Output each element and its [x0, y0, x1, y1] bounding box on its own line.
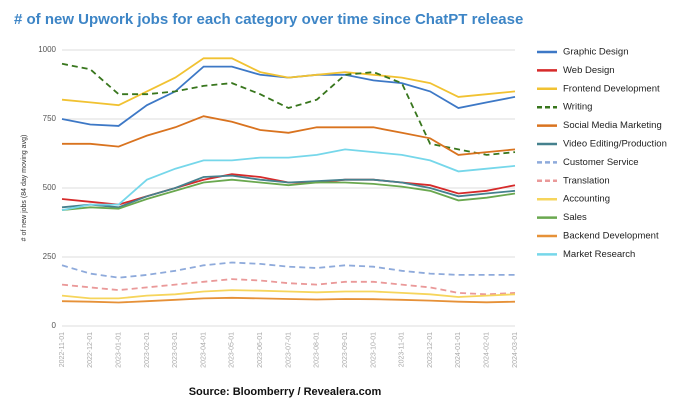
- x-tick-label: 2023-03-01: [172, 332, 179, 368]
- legend-label: Backend Development: [563, 231, 659, 242]
- x-tick-label: 2023-08-01: [314, 332, 321, 368]
- x-tick-label: 2024-03-01: [512, 332, 519, 368]
- legend-label: Accounting: [563, 194, 610, 205]
- x-tick-label: 2023-09-01: [342, 332, 349, 368]
- series-line: [61, 296, 516, 304]
- series-line: [61, 65, 516, 127]
- series-line: [62, 115, 516, 156]
- x-tick-label: 2022-12-01: [87, 332, 94, 368]
- legend-label: Social Media Marketing: [563, 120, 662, 131]
- legend-label: Writing: [563, 102, 592, 113]
- legend-label: Customer Service: [563, 157, 639, 168]
- series-line: [61, 278, 516, 296]
- x-tick-label: 2023-06-01: [257, 332, 264, 368]
- legend-label: Market Research: [563, 249, 635, 260]
- series-line: [61, 173, 516, 206]
- y-axis-label: # of new jobs (84 day moving avg): [21, 135, 28, 242]
- legend-label: Sales: [563, 212, 587, 223]
- series-line: [61, 174, 516, 209]
- legend-label: Graphic Design: [563, 47, 628, 58]
- x-tick-label: 2023-02-01: [144, 332, 151, 368]
- series-line: [61, 62, 516, 156]
- x-tick-label: 2024-01-01: [455, 332, 462, 368]
- x-tick-label: 2023-04-01: [200, 332, 207, 368]
- x-tick-label: 2023-10-01: [370, 332, 377, 368]
- chart-title: # of new Upwork jobs for each category o…: [14, 11, 523, 28]
- series-line: [61, 261, 515, 279]
- y-tick-label: 1000: [38, 45, 56, 54]
- x-tick-label: 2023-05-01: [229, 332, 236, 368]
- x-tick-label: 2024-02-01: [484, 332, 491, 368]
- x-tick-label: 2023-07-01: [285, 332, 292, 368]
- y-tick-label: 750: [43, 114, 57, 123]
- series-line: [61, 289, 516, 300]
- legend-label: Frontend Development: [563, 83, 660, 94]
- x-tick-label: 2023-11-01: [399, 332, 406, 367]
- legend-label: Web Design: [563, 65, 615, 76]
- series-line: [61, 148, 516, 211]
- legend-label: Translation: [563, 175, 610, 186]
- y-tick-label: 250: [43, 252, 57, 261]
- legend-label: Video Editing/Production: [563, 139, 667, 150]
- x-tick-label: 2023-12-01: [427, 332, 434, 368]
- x-tick-label: 2023-01-01: [115, 332, 122, 368]
- y-tick-label: 0: [52, 321, 57, 330]
- series-line: [61, 57, 516, 107]
- source-note: Source: Bloomberry / Revealera.com: [189, 386, 382, 398]
- series-line: [61, 178, 516, 211]
- x-tick-label: 2022-11-01: [59, 332, 66, 367]
- y-tick-label: 500: [43, 183, 57, 192]
